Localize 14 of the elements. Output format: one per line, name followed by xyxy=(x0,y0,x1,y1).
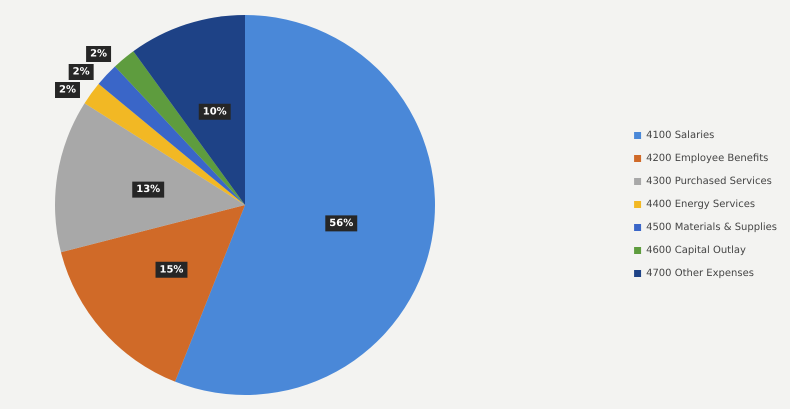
data-label: 2% xyxy=(90,48,108,60)
legend-label: 4600 Capital Outlay xyxy=(646,245,746,256)
data-label: 13% xyxy=(136,184,160,196)
legend-label: 4300 Purchased Services xyxy=(646,176,772,187)
data-label: 2% xyxy=(72,66,90,78)
data-label: 56% xyxy=(329,218,354,229)
legend-label: 4200 Employee Benefits xyxy=(646,153,768,164)
legend-label: 4700 Other Expenses xyxy=(646,268,754,279)
data-label: 10% xyxy=(202,106,227,118)
data-label: 2% xyxy=(59,84,76,96)
legend-label: 4400 Energy Services xyxy=(646,199,756,210)
legend-label: 4100 Salaries xyxy=(646,130,714,141)
legend-label: 4500 Materials & Supplies xyxy=(646,222,778,233)
data-label: 15% xyxy=(160,264,184,276)
